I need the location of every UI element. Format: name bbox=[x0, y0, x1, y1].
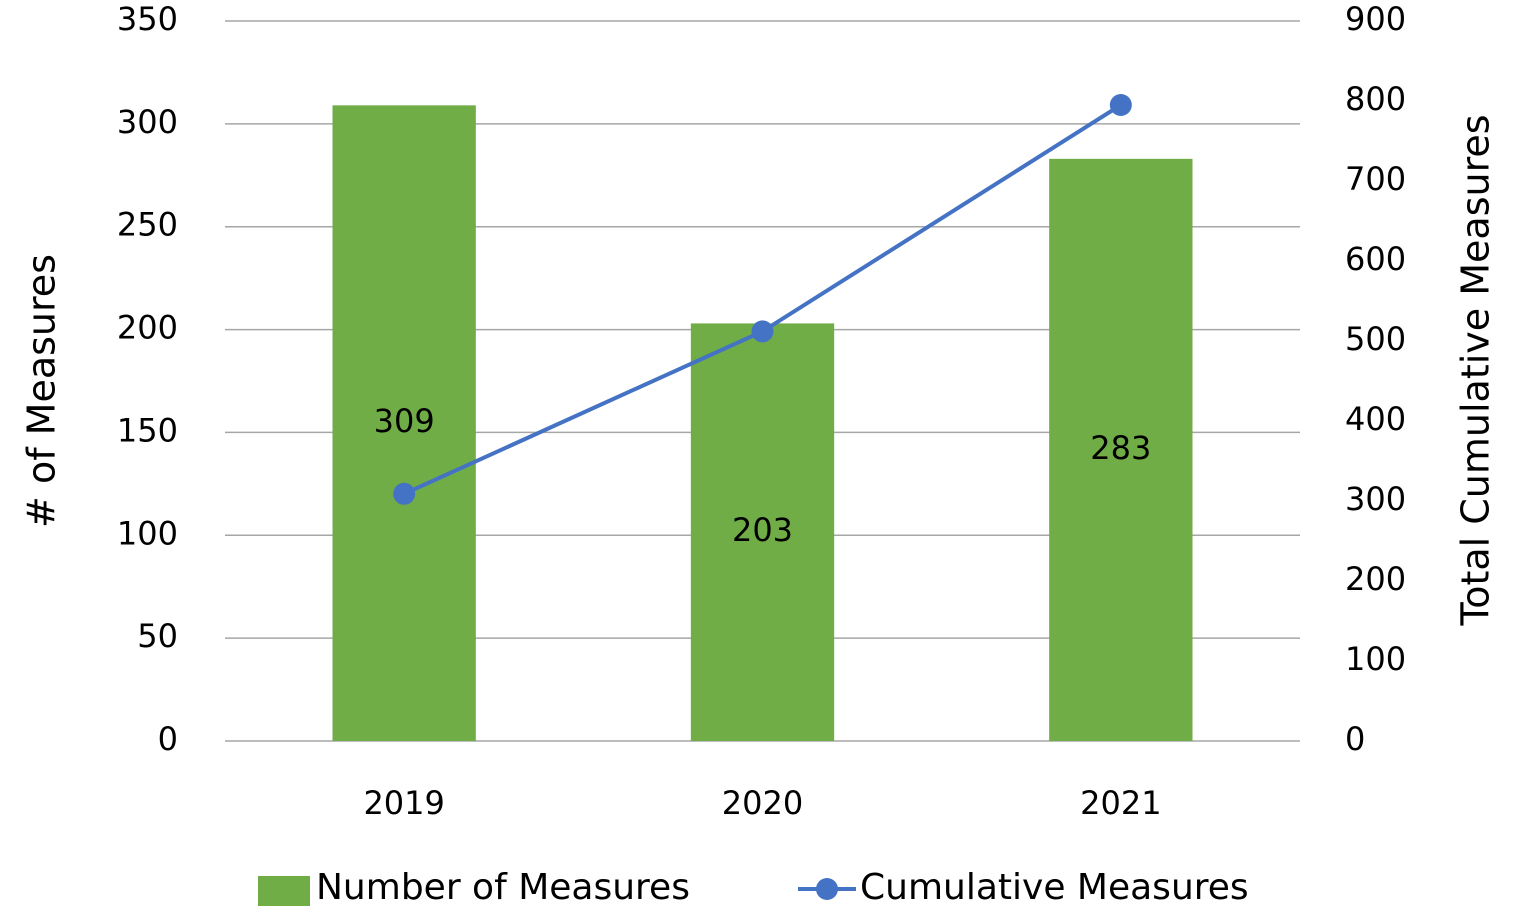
x-tick-label: 2020 bbox=[722, 784, 803, 822]
y-tick-label: 100 bbox=[117, 514, 178, 552]
y2-tick-label: 500 bbox=[1345, 320, 1406, 358]
legend-label: Number of Measures bbox=[316, 867, 690, 908]
y-tick-label: 50 bbox=[137, 617, 178, 655]
marker bbox=[1109, 94, 1132, 116]
y2-tick-label: 400 bbox=[1345, 400, 1406, 438]
data-label: 283 bbox=[1090, 429, 1151, 467]
bar bbox=[690, 323, 835, 741]
legend-label: Cumulative Measures bbox=[860, 867, 1249, 908]
y2-axis-title: Total Cumulative Measures bbox=[1454, 114, 1498, 626]
marker bbox=[751, 320, 774, 343]
y-tick-label: 250 bbox=[117, 206, 178, 244]
legend-swatch bbox=[258, 876, 310, 906]
y2-tick-label: 200 bbox=[1345, 560, 1406, 598]
y-tick-label: 0 bbox=[158, 720, 178, 758]
y-tick-label: 300 bbox=[117, 103, 178, 141]
y-tick-label: 200 bbox=[117, 309, 178, 347]
marker bbox=[393, 482, 416, 505]
data-label: 203 bbox=[732, 511, 793, 549]
x-tick-label: 2021 bbox=[1080, 784, 1161, 822]
legend-swatch bbox=[816, 878, 838, 900]
y2-tick-label: 100 bbox=[1345, 640, 1406, 678]
x-tick-label: 2019 bbox=[363, 784, 444, 822]
y2-tick-label: 600 bbox=[1345, 240, 1406, 278]
y2-tick-label: 300 bbox=[1345, 480, 1406, 518]
bar bbox=[1049, 158, 1193, 742]
y2-tick-label: 700 bbox=[1345, 160, 1406, 198]
bar bbox=[332, 105, 476, 742]
y-tick-label: 150 bbox=[117, 411, 178, 449]
y-tick-label: 350 bbox=[117, 0, 178, 38]
y2-tick-label: 800 bbox=[1345, 80, 1406, 118]
y-axis-title: # of Measures bbox=[20, 254, 64, 528]
y2-tick-label: 900 bbox=[1345, 0, 1406, 38]
y2-tick-label: 0 bbox=[1345, 720, 1365, 758]
data-label: 309 bbox=[374, 402, 435, 440]
